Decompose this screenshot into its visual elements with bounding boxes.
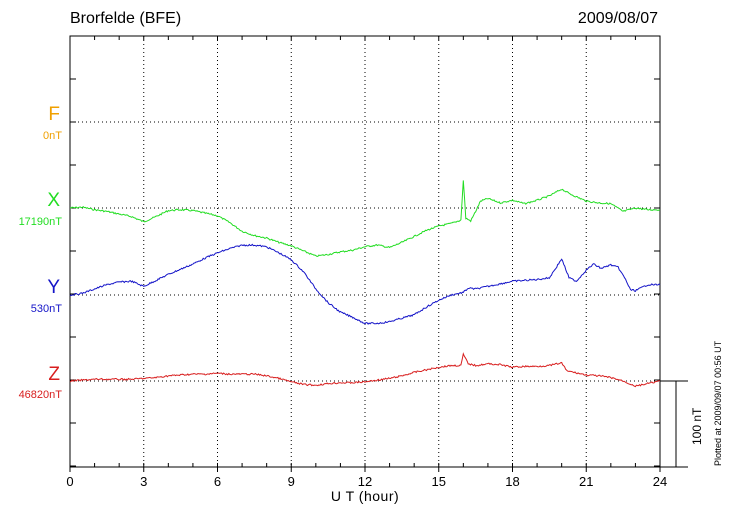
channel-y-baseline: 530nT	[30, 303, 62, 315]
channel-x-label: X	[47, 190, 60, 211]
channel-f-baseline: 0nT	[43, 130, 62, 142]
series-line-z	[69, 352, 661, 388]
scale-bar	[660, 380, 688, 468]
channel-f-label: F	[48, 104, 60, 125]
x-tick-label-24: 24	[653, 474, 667, 489]
plotted-timestamp: Plotted at 2009/09/07 00:56 UT	[713, 340, 723, 466]
x-axis-label: U T (hour)	[330, 488, 400, 504]
series-lines	[69, 180, 661, 388]
axis-ticks	[69, 36, 661, 472]
channel-x-baseline: 17190nT	[18, 216, 62, 228]
x-tick-labels: 0 3 6 9 12 15 18 21 24	[66, 474, 667, 489]
x-tick-label-18: 18	[505, 474, 519, 489]
grid-lines	[70, 36, 660, 467]
channel-z-label: Z	[48, 364, 60, 385]
chart-title: Brorfelde (BFE)	[70, 10, 182, 27]
channel-y-label: Y	[47, 277, 60, 298]
x-tick-label-9: 9	[288, 474, 295, 489]
series-line-x	[70, 180, 661, 257]
chart-date: 2009/08/07	[577, 10, 658, 27]
scale-bar-label: 100 nT	[690, 407, 704, 445]
channel-z-baseline: 46820nT	[18, 389, 62, 401]
x-tick-label-15: 15	[432, 474, 446, 489]
x-tick-label-21: 21	[579, 474, 593, 489]
series-line-y	[69, 243, 661, 325]
x-tick-label-6: 6	[214, 474, 221, 489]
x-tick-label-12: 12	[358, 474, 372, 489]
x-tick-label-0: 0	[66, 474, 73, 489]
x-tick-label-3: 3	[140, 474, 147, 489]
